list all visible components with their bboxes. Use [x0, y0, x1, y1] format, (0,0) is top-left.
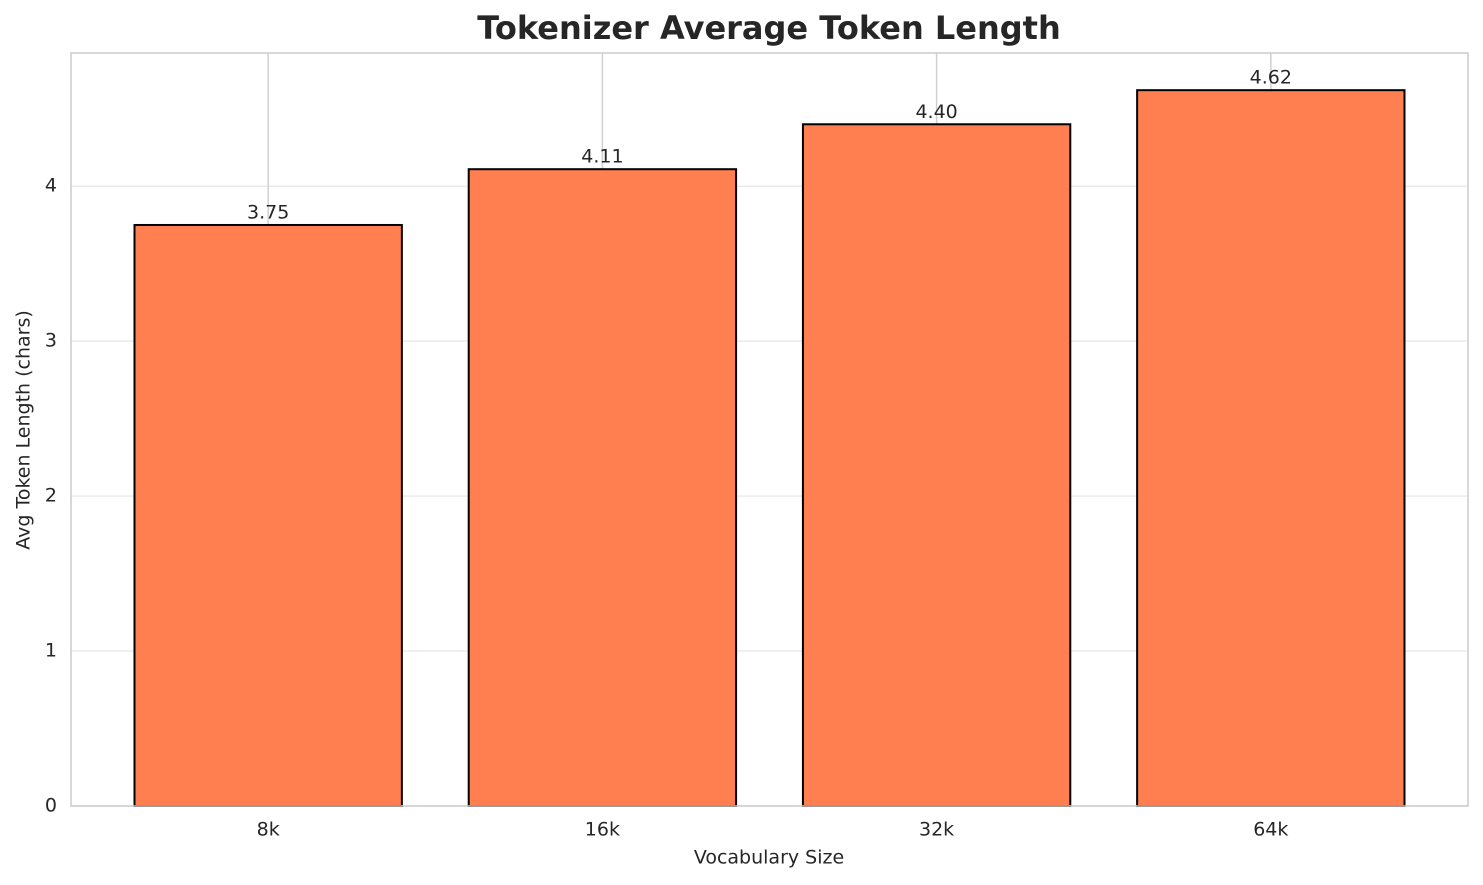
value-label: 4.11 [581, 146, 623, 168]
x-tick-label: 16k [585, 819, 620, 841]
bar [467, 168, 738, 808]
chart-title: Tokenizer Average Token Length [477, 9, 1060, 47]
value-label: 4.40 [915, 101, 957, 123]
value-label: 4.62 [1250, 67, 1292, 89]
y-axis-label: Avg Token Length (chars) [13, 310, 35, 550]
y-tick-label: 0 [45, 795, 57, 817]
y-tick-label: 3 [45, 330, 57, 352]
y-tick-label: 2 [45, 485, 57, 507]
x-tick-label: 32k [919, 819, 954, 841]
y-tick-label: 1 [45, 640, 57, 662]
x-tick-label: 8k [257, 819, 280, 841]
y-tick-label: 4 [45, 175, 57, 197]
bar [801, 123, 1072, 807]
x-tick-label: 64k [1253, 819, 1288, 841]
bar [1136, 89, 1406, 808]
value-label: 3.75 [247, 201, 289, 223]
plot-frame [70, 52, 1469, 807]
x-axis-label: Vocabulary Size [694, 847, 844, 869]
bar [133, 223, 403, 807]
